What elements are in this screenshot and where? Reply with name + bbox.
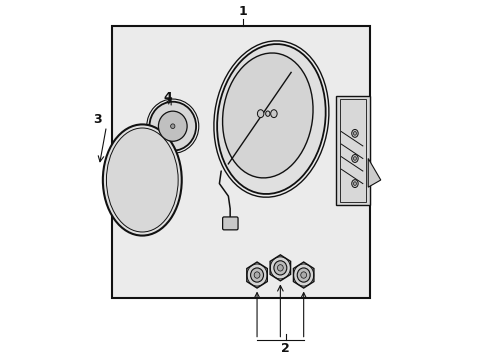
Ellipse shape [353, 182, 356, 185]
Ellipse shape [297, 268, 309, 282]
Ellipse shape [102, 125, 182, 235]
Ellipse shape [106, 128, 178, 232]
Text: 1: 1 [238, 5, 246, 18]
FancyBboxPatch shape [222, 217, 238, 230]
Ellipse shape [300, 272, 306, 278]
Ellipse shape [270, 110, 277, 118]
Ellipse shape [351, 154, 357, 162]
Ellipse shape [250, 268, 263, 282]
Ellipse shape [222, 53, 312, 178]
Ellipse shape [158, 111, 187, 141]
Ellipse shape [170, 124, 175, 129]
Text: 2: 2 [281, 342, 289, 355]
Ellipse shape [265, 111, 269, 116]
Ellipse shape [351, 180, 357, 188]
Polygon shape [367, 158, 380, 187]
Bar [339, 99, 366, 202]
Polygon shape [293, 262, 313, 288]
Polygon shape [246, 262, 267, 288]
Ellipse shape [277, 265, 283, 271]
Ellipse shape [353, 132, 356, 135]
Text: 3: 3 [93, 113, 102, 126]
Ellipse shape [149, 102, 196, 151]
Bar [335, 96, 369, 205]
Ellipse shape [257, 110, 264, 118]
Ellipse shape [353, 157, 356, 160]
Ellipse shape [273, 261, 286, 275]
Ellipse shape [351, 130, 357, 137]
Text: 4: 4 [163, 91, 171, 104]
Polygon shape [269, 255, 290, 281]
Ellipse shape [254, 272, 260, 278]
Bar [112, 26, 369, 298]
Ellipse shape [217, 44, 325, 194]
